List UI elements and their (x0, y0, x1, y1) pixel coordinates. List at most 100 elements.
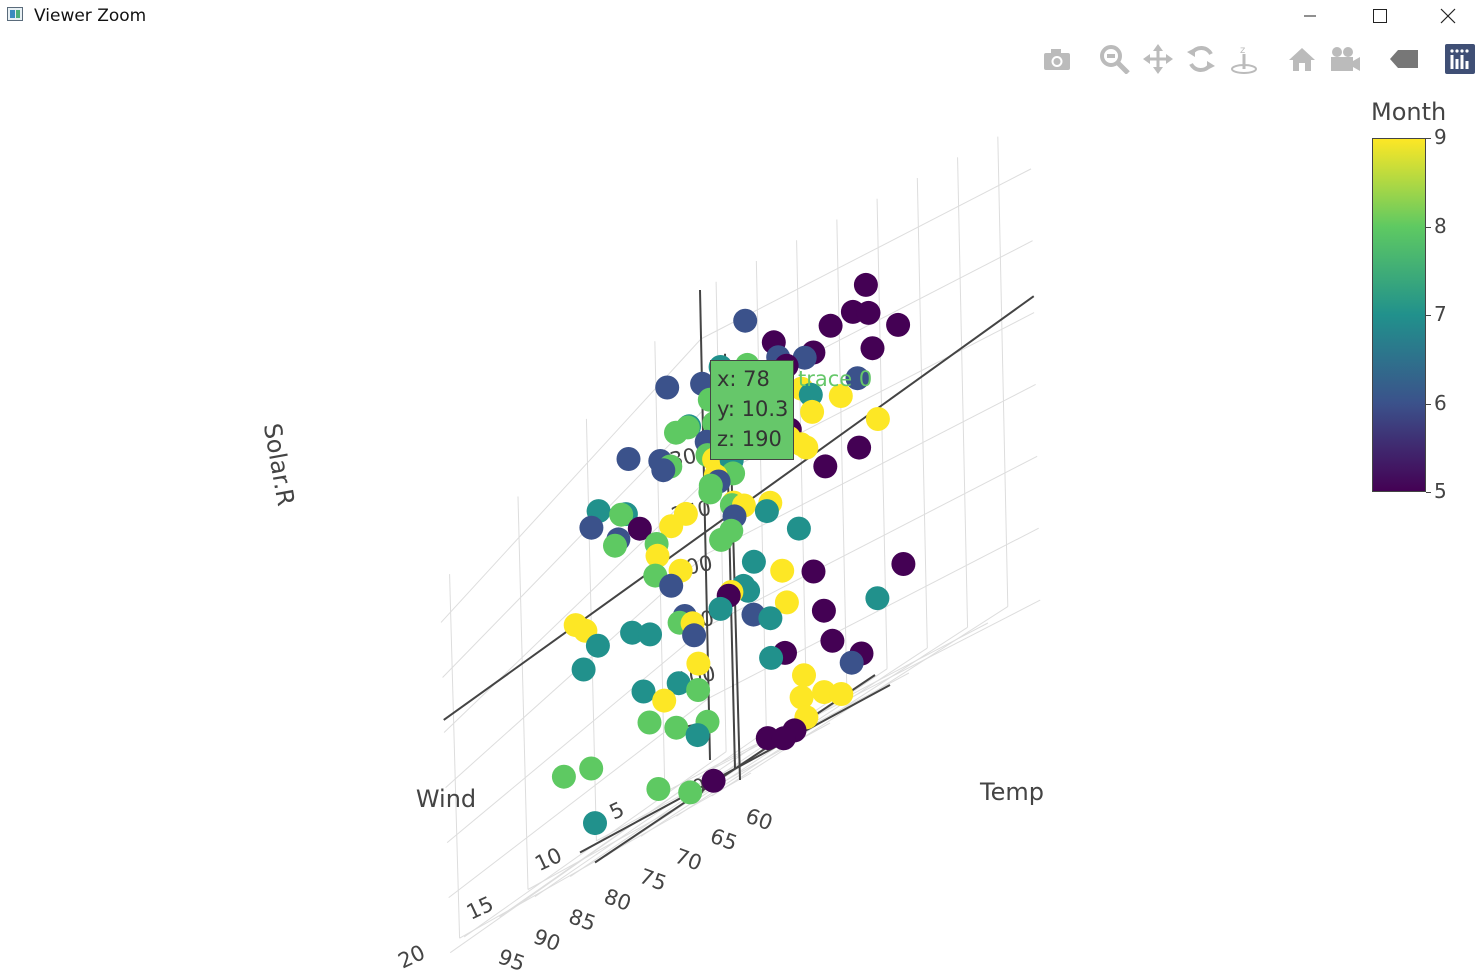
y-tick-label: 20 (394, 940, 428, 973)
data-point[interactable] (786, 516, 811, 541)
data-point[interactable] (620, 620, 645, 645)
colorbar-tick-mark (1426, 138, 1431, 139)
data-point[interactable] (652, 688, 677, 713)
data-point[interactable] (655, 375, 680, 400)
data-point[interactable] (585, 633, 610, 658)
data-point[interactable] (770, 558, 795, 583)
grid-line (706, 455, 1038, 627)
data-point[interactable] (759, 645, 784, 670)
data-point[interactable] (733, 308, 758, 333)
data-point[interactable] (818, 313, 843, 338)
data-point[interactable] (698, 480, 723, 505)
data-point[interactable] (708, 596, 733, 621)
data-point[interactable] (865, 407, 890, 431)
y-tick-label: 5 (606, 797, 628, 824)
data-point[interactable] (813, 454, 838, 479)
data-point[interactable] (686, 651, 711, 676)
hover-icon[interactable] (1388, 42, 1420, 76)
data-point[interactable] (847, 435, 872, 460)
grid-line (957, 157, 969, 628)
data-point[interactable] (631, 679, 656, 704)
data-point[interactable] (664, 715, 689, 740)
data-point[interactable] (659, 514, 684, 539)
data-point[interactable] (886, 312, 911, 337)
data-point[interactable] (771, 726, 796, 751)
data-point[interactable] (856, 300, 881, 325)
data-point[interactable] (839, 650, 864, 675)
data-point[interactable] (645, 543, 670, 568)
x-tick-label: 85 (566, 904, 599, 936)
data-point[interactable] (551, 764, 576, 789)
camera-reset-icon[interactable] (1329, 42, 1361, 76)
data-point[interactable] (571, 657, 596, 682)
tooltip-trace-name: trace 0 (798, 367, 873, 391)
x-tick-label: 90 (530, 924, 563, 956)
data-point[interactable] (646, 777, 671, 801)
plotly-logo-icon[interactable] (1444, 42, 1476, 76)
data-point[interactable] (666, 671, 691, 696)
data-point[interactable] (774, 590, 799, 615)
x-axis-title: Temp (979, 778, 1044, 806)
data-point[interactable] (891, 552, 916, 576)
data-point[interactable] (794, 435, 819, 460)
grid-line (446, 625, 708, 843)
zoom-icon[interactable] (1099, 42, 1131, 76)
data-point[interactable] (609, 502, 634, 527)
pan-icon[interactable] (1142, 42, 1174, 76)
data-point[interactable] (638, 622, 662, 647)
data-point[interactable] (659, 573, 684, 598)
data-point[interactable] (686, 678, 711, 702)
scatter3d-plot[interactable]: 6065707580859095510152005010015020025030… (0, 32, 1478, 976)
data-point[interactable] (792, 663, 816, 688)
data-point[interactable] (678, 780, 703, 805)
turntable-icon[interactable]: z (1228, 42, 1260, 76)
data-point[interactable] (820, 628, 845, 653)
data-point[interactable] (701, 768, 726, 793)
data-point[interactable] (811, 598, 836, 623)
svg-text:z: z (1240, 45, 1245, 56)
data-point[interactable] (741, 549, 766, 574)
data-point[interactable] (792, 345, 817, 370)
data-point[interactable] (627, 516, 652, 541)
data-point[interactable] (651, 458, 676, 483)
data-point[interactable] (789, 685, 814, 710)
data-point[interactable] (853, 272, 878, 297)
x-tick-label: 60 (742, 804, 775, 836)
home-icon[interactable] (1286, 42, 1318, 76)
tooltip-x: x: 78 (717, 367, 770, 391)
close-button[interactable] (1416, 0, 1478, 32)
data-point[interactable] (754, 499, 779, 524)
grid-line (449, 769, 711, 954)
colorbar-tick-mark (1426, 315, 1431, 316)
data-point[interactable] (758, 606, 783, 631)
data-point[interactable] (800, 399, 825, 424)
data-point[interactable] (579, 756, 604, 781)
data-point[interactable] (579, 515, 604, 540)
data-point[interactable] (603, 533, 627, 558)
data-point[interactable] (664, 420, 688, 445)
grid-line (449, 574, 461, 939)
data-point[interactable] (865, 586, 890, 611)
hover-tooltip: x: 78 y: 10.3 z: 190 (710, 360, 794, 460)
minimize-button[interactable] (1278, 0, 1342, 32)
orbit-icon[interactable] (1185, 42, 1217, 76)
data-point[interactable] (709, 527, 734, 552)
data-point[interactable] (685, 723, 710, 748)
data-point[interactable] (637, 710, 662, 735)
maximize-button[interactable] (1348, 0, 1412, 32)
axis-grid (440, 136, 1041, 954)
grid-line (836, 219, 848, 690)
data-point[interactable] (583, 811, 607, 836)
y-axis-title: Wind (416, 785, 476, 813)
data-point[interactable] (845, 366, 870, 391)
camera-icon[interactable] (1041, 42, 1073, 76)
data-point[interactable] (828, 384, 853, 408)
data-point[interactable] (798, 382, 823, 407)
tooltip-y: y: 10.3 (717, 397, 789, 421)
data-point[interactable] (682, 623, 707, 648)
data-point[interactable] (860, 336, 885, 361)
data-point[interactable] (801, 559, 826, 584)
data-point[interactable] (829, 682, 854, 706)
data-point[interactable] (616, 447, 641, 471)
x-tick-label: 65 (707, 824, 740, 856)
